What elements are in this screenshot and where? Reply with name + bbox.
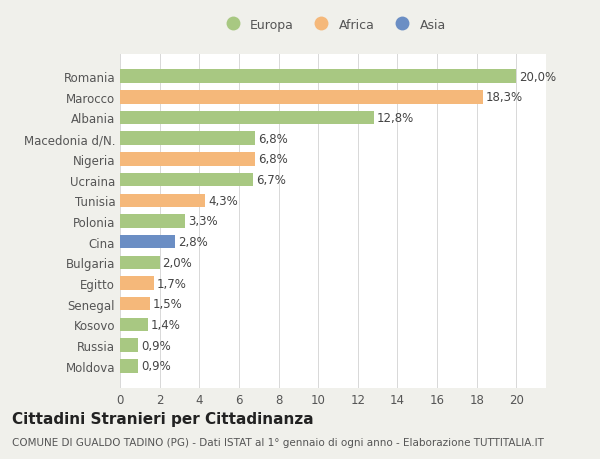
- Bar: [120, 277, 154, 290]
- Bar: [120, 70, 516, 84]
- Bar: [120, 359, 138, 373]
- Text: 0,9%: 0,9%: [141, 339, 170, 352]
- Text: 18,3%: 18,3%: [485, 91, 523, 104]
- Bar: [120, 318, 148, 331]
- Text: 20,0%: 20,0%: [519, 70, 556, 84]
- Bar: [120, 174, 253, 187]
- Text: 4,3%: 4,3%: [208, 194, 238, 207]
- Text: 1,7%: 1,7%: [157, 277, 187, 290]
- Bar: [120, 235, 175, 249]
- Bar: [120, 153, 255, 166]
- Text: 2,0%: 2,0%: [163, 256, 193, 269]
- Bar: [120, 194, 205, 207]
- Bar: [120, 215, 185, 228]
- Text: 6,8%: 6,8%: [258, 132, 287, 146]
- Bar: [120, 132, 255, 146]
- Text: COMUNE DI GUALDO TADINO (PG) - Dati ISTAT al 1° gennaio di ogni anno - Elaborazi: COMUNE DI GUALDO TADINO (PG) - Dati ISTA…: [12, 437, 544, 447]
- Bar: [120, 91, 482, 104]
- Legend: Europa, Africa, Asia: Europa, Africa, Asia: [216, 15, 450, 35]
- Text: 1,4%: 1,4%: [151, 318, 181, 331]
- Bar: [120, 256, 160, 269]
- Text: 6,8%: 6,8%: [258, 153, 287, 166]
- Text: 0,9%: 0,9%: [141, 359, 170, 373]
- Text: 1,5%: 1,5%: [152, 297, 182, 311]
- Bar: [120, 339, 138, 352]
- Text: Cittadini Stranieri per Cittadinanza: Cittadini Stranieri per Cittadinanza: [12, 411, 314, 426]
- Bar: [120, 112, 374, 125]
- Text: 2,8%: 2,8%: [178, 235, 208, 249]
- Text: 3,3%: 3,3%: [188, 215, 218, 228]
- Text: 12,8%: 12,8%: [377, 112, 414, 125]
- Text: 6,7%: 6,7%: [256, 174, 286, 187]
- Bar: [120, 297, 150, 311]
